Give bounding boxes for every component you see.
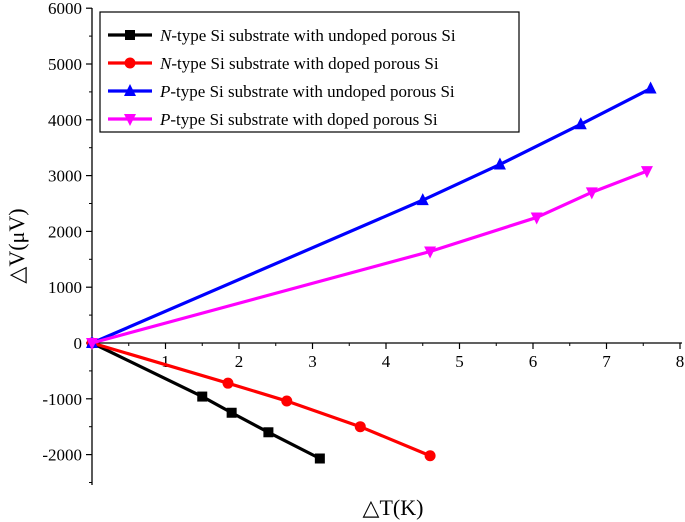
data-point bbox=[416, 193, 429, 206]
data-point bbox=[354, 421, 366, 433]
legend-marker bbox=[124, 57, 136, 69]
data-point bbox=[86, 338, 98, 350]
x-tick-label: 6 bbox=[529, 352, 538, 371]
data-point bbox=[424, 450, 436, 462]
legend-label-prefix: P bbox=[159, 82, 170, 101]
legend-label: P-type Si substrate with doped porous Si bbox=[159, 110, 438, 129]
legend-label: N-type Si substrate with undoped porous … bbox=[159, 26, 456, 45]
x-tick-label: 2 bbox=[235, 352, 244, 371]
x-tick-label: 4 bbox=[382, 352, 391, 371]
axes: 1 2 3 4 5 6 7 8 -2000 -1000 0 1000 2000 3000 4000 5000 6… bbox=[4, 0, 684, 520]
legend-marker bbox=[124, 114, 136, 126]
x-tick-label: 1 bbox=[161, 352, 170, 371]
y-axis-title: △V(μV) bbox=[4, 208, 29, 283]
legend: N-type Si substrate with undoped porous … bbox=[99, 11, 520, 133]
legend-entry: N-type Si substrate with undoped porous … bbox=[108, 26, 456, 45]
data-point bbox=[226, 407, 237, 418]
legend-label-prefix: P bbox=[159, 110, 170, 129]
data-point bbox=[222, 377, 234, 389]
data-point bbox=[574, 117, 587, 130]
data-point bbox=[314, 453, 325, 464]
legend-box bbox=[99, 11, 520, 133]
legend-entry: P-type Si substrate with undoped porous … bbox=[108, 82, 455, 101]
legend-label-suffix: -type Si substrate with undoped porous S… bbox=[170, 82, 455, 101]
legend-marker bbox=[125, 30, 135, 40]
data-point bbox=[585, 187, 598, 200]
legend-label-suffix: -type Si substrate with doped porous Si bbox=[171, 54, 439, 73]
series-line bbox=[91, 341, 431, 458]
series-layer bbox=[86, 81, 657, 464]
y-tick-label: 4000 bbox=[48, 111, 82, 130]
y-tick-label: -2000 bbox=[42, 446, 82, 465]
legend-label-suffix: -type Si substrate with doped porous Si bbox=[170, 110, 438, 129]
y-tick-label: 3000 bbox=[48, 167, 82, 186]
y-tick-label: 1000 bbox=[48, 278, 82, 297]
x-tick-label: 5 bbox=[455, 352, 464, 371]
data-point bbox=[640, 166, 653, 179]
data-point bbox=[493, 157, 506, 170]
y-tick-label: -1000 bbox=[42, 390, 82, 409]
legend-label: N-type Si substrate with doped porous Si bbox=[159, 54, 439, 73]
legend-entry: N-type Si substrate with doped porous Si bbox=[108, 54, 439, 73]
legend-label: P-type Si substrate with undoped porous … bbox=[159, 82, 455, 101]
legend-label-prefix: N bbox=[159, 54, 173, 73]
series-line bbox=[91, 169, 648, 345]
series-4 bbox=[86, 166, 653, 350]
data-point bbox=[644, 81, 657, 94]
data-point bbox=[263, 427, 274, 438]
x-tick-label: 8 bbox=[676, 352, 685, 371]
legend-marker bbox=[124, 84, 136, 96]
y-tick-label: 0 bbox=[74, 334, 83, 353]
y-tick-label: 6000 bbox=[48, 0, 82, 18]
data-point bbox=[197, 391, 208, 402]
y-tick-label: 5000 bbox=[48, 55, 82, 74]
data-point bbox=[281, 395, 293, 407]
x-tick-label: 3 bbox=[308, 352, 317, 371]
data-point bbox=[530, 212, 543, 225]
data-point bbox=[424, 246, 437, 259]
y-tick-label: 2000 bbox=[48, 222, 82, 241]
legend-label-prefix: N bbox=[159, 26, 173, 45]
legend-entry: P-type Si substrate with doped porous Si bbox=[108, 110, 438, 129]
legend-label-suffix: -type Si substrate with undoped porous S… bbox=[171, 26, 456, 45]
x-axis-title: △T(K) bbox=[363, 495, 424, 520]
x-tick-label: 7 bbox=[602, 352, 611, 371]
